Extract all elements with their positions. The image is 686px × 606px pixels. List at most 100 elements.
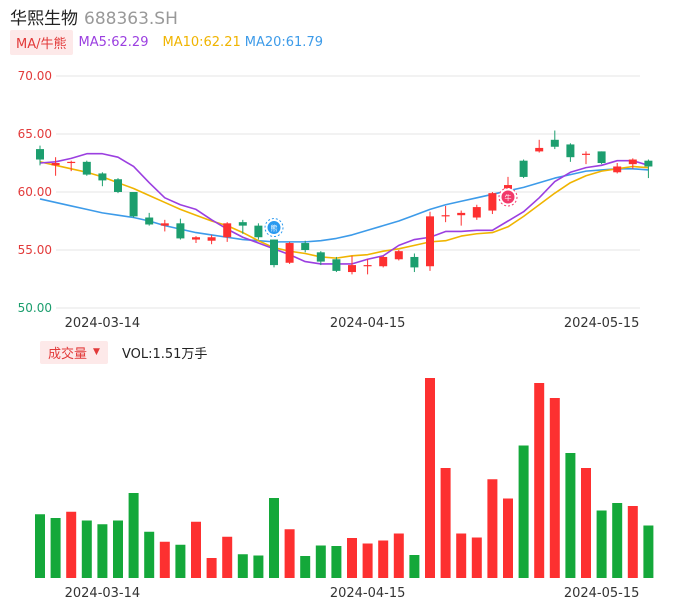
candle-body xyxy=(472,207,481,218)
volume-bar xyxy=(35,514,45,578)
candle-body xyxy=(363,265,372,267)
candle-body xyxy=(597,151,606,163)
volume-bar xyxy=(269,498,279,578)
volume-bar xyxy=(284,529,295,578)
candle-body xyxy=(628,159,637,165)
candle-body xyxy=(348,265,356,273)
volume-bar xyxy=(425,378,435,578)
volume-bar xyxy=(253,555,264,578)
bull-marker-icon xyxy=(501,190,515,204)
volume-bar xyxy=(347,538,357,578)
candle-body xyxy=(488,193,497,211)
volume-value: VOL:1.51万手 xyxy=(121,346,208,362)
candle-body xyxy=(301,243,310,250)
volume-bar xyxy=(175,544,186,578)
volume-bar xyxy=(549,398,560,578)
volume-x-tick-label: 2024-03-14 xyxy=(65,586,141,601)
volume-bar xyxy=(503,498,513,578)
candle-body xyxy=(145,217,154,225)
candle-body xyxy=(192,237,200,240)
candle-body xyxy=(114,179,122,192)
candle-body xyxy=(285,243,294,263)
volume-legend: 成交量 ▼ VOL:1.51万手 xyxy=(40,340,208,364)
price-x-tick-label: 2024-05-15 xyxy=(564,316,640,331)
ma-bullbear-tag[interactable]: MA/牛熊 xyxy=(10,29,73,55)
stock-title: 华熙生物 688363.SH xyxy=(10,4,178,29)
volume-bar xyxy=(471,537,482,578)
candle-body xyxy=(223,223,232,238)
candle-body xyxy=(519,160,528,177)
volume-bar xyxy=(50,518,61,578)
candle-body xyxy=(36,149,44,160)
candle-body xyxy=(207,237,216,241)
volume-bar xyxy=(144,531,155,578)
volume-x-tick-label: 2024-05-15 xyxy=(564,586,640,601)
candle-body xyxy=(457,212,466,216)
volume-bar xyxy=(300,556,311,578)
volume-bar xyxy=(409,555,420,578)
stock-code: 688363.SH xyxy=(84,9,178,29)
bear-marker-label: 熊 xyxy=(271,224,278,233)
price-tick-label: 55.00 xyxy=(18,243,52,257)
price-x-tick-label: 2024-04-15 xyxy=(330,316,406,331)
volume-x-tick-label: 2024-04-15 xyxy=(330,586,406,601)
candle-body xyxy=(550,139,559,147)
candle-body xyxy=(644,160,653,167)
volume-bar xyxy=(440,468,451,578)
ma10-legend: MA10:62.21 xyxy=(162,34,241,50)
candle-body xyxy=(98,173,107,181)
volume-bar xyxy=(191,521,201,578)
volume-bar xyxy=(643,525,654,578)
ma5-legend: MA5:62.29 xyxy=(78,34,149,50)
volume-bar xyxy=(81,520,92,578)
candle-body xyxy=(410,256,419,268)
ma-legend: MA/牛熊 MA5:62.29 MA10:62.21 MA20:61.79 xyxy=(10,29,323,55)
price-tick-label: 65.00 xyxy=(18,127,52,141)
candle-body xyxy=(566,144,575,158)
volume-tag-label: 成交量 xyxy=(48,346,88,362)
candle-body xyxy=(254,225,263,238)
volume-bar xyxy=(378,540,389,578)
candle-body xyxy=(426,216,434,267)
candle-body xyxy=(441,215,450,217)
price-tick-label: 50.00 xyxy=(18,301,52,315)
candle-body xyxy=(270,239,278,266)
caret-down-icon: ▼ xyxy=(93,347,100,357)
candle-body xyxy=(394,251,403,260)
volume-indicator-selector[interactable]: 成交量 ▼ xyxy=(40,340,108,364)
candle-body xyxy=(535,147,544,152)
bear-marker-icon xyxy=(267,221,281,235)
volume-bar xyxy=(315,545,326,578)
bull-marker-label: 牛 xyxy=(505,193,512,202)
volume-bar xyxy=(331,546,342,578)
volume-bar xyxy=(97,524,108,578)
volume-bar xyxy=(362,543,373,578)
volume-bar xyxy=(393,533,404,578)
candle-body xyxy=(160,223,169,226)
candle-body xyxy=(176,223,185,239)
candle-body xyxy=(316,252,325,262)
ma10-line xyxy=(39,161,649,259)
volume-bar xyxy=(237,554,248,578)
volume-bar xyxy=(66,511,77,578)
candle-body xyxy=(613,166,622,173)
price-tick-label: 70.00 xyxy=(18,69,52,83)
volume-bar xyxy=(128,493,139,578)
volume-bar xyxy=(456,533,467,578)
volume-bar xyxy=(581,468,591,578)
candle-body xyxy=(82,161,91,175)
ma20-line xyxy=(39,168,649,243)
price-x-tick-label: 2024-03-14 xyxy=(65,316,141,331)
candle-body xyxy=(379,256,388,267)
volume-bar xyxy=(113,520,123,578)
candle-body xyxy=(582,153,590,155)
volume-bar xyxy=(627,506,638,578)
candle-body xyxy=(51,163,60,166)
candle-body xyxy=(332,259,341,271)
volume-bar xyxy=(596,510,607,578)
volume-bar xyxy=(518,445,529,578)
ma20-legend: MA20:61.79 xyxy=(244,34,323,50)
candle-body xyxy=(129,192,138,217)
volume-bar xyxy=(206,558,217,578)
